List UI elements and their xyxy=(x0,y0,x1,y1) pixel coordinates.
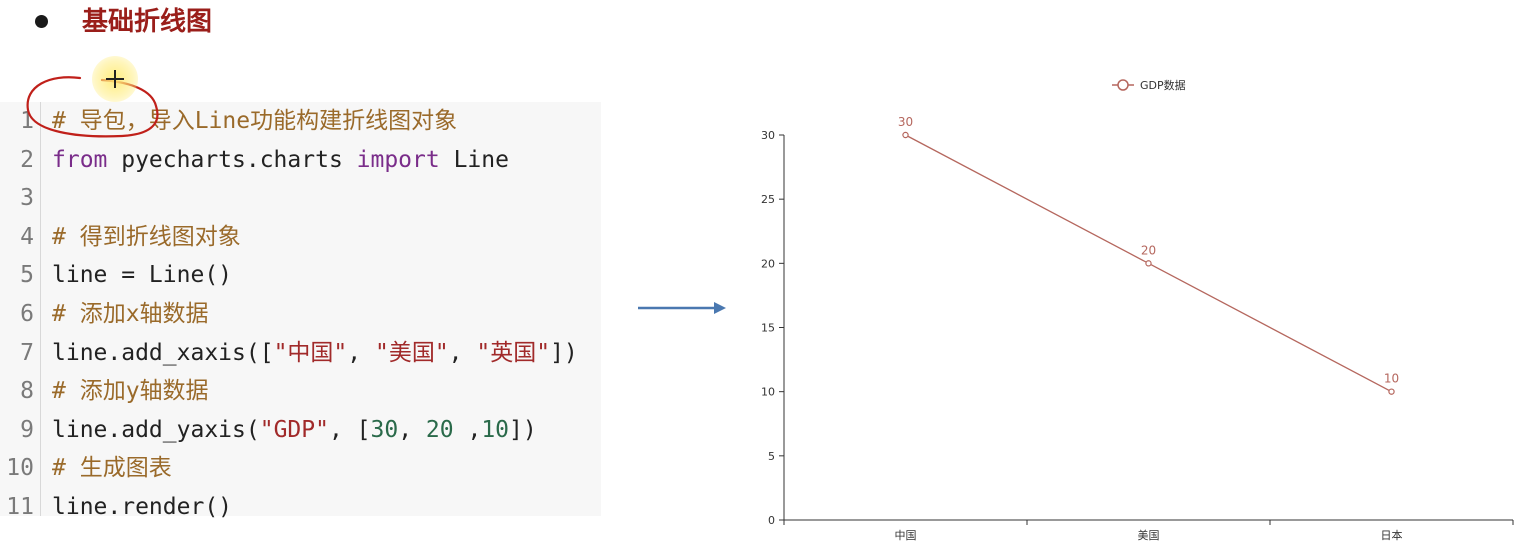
line-number-gutter xyxy=(40,102,41,516)
code-text: line.add_xaxis(["中国", "美国", "英国"]) xyxy=(52,334,578,373)
code-token: "英国" xyxy=(476,339,551,366)
x-tick-label: 中国 xyxy=(895,529,917,542)
code-text: # 得到折线图对象 xyxy=(52,218,241,257)
y-tick-label: 10 xyxy=(761,386,775,399)
line-number: 2 xyxy=(20,146,34,173)
line-number: 5 xyxy=(20,262,34,289)
code-token: "中国" xyxy=(273,339,348,366)
line-chart: 0 5 10 15 20 25 30 中国 美国 日本 30 20 10 GDP数据 xyxy=(761,78,1514,542)
code-text: line.render() xyxy=(52,488,232,527)
code-token: line.add_yaxis( xyxy=(52,416,260,443)
code-token: line.add_xaxis([ xyxy=(52,339,274,366)
code-token: # 导包，导入Line功能构建折线图对象 xyxy=(52,108,458,134)
code-token: # 生成图表 xyxy=(52,455,172,482)
code-token: ]) xyxy=(509,416,537,443)
code-token: line.render() xyxy=(52,494,233,520)
section-heading: 基础折线图 xyxy=(82,7,213,37)
legend-label: GDP数据 xyxy=(1140,78,1186,92)
code-token: # 得到折线图对象 xyxy=(52,223,241,250)
data-label: 20 xyxy=(1141,243,1156,257)
line-number: 6 xyxy=(20,301,34,327)
code-token: 20 xyxy=(425,416,454,443)
line-number: 11 xyxy=(6,494,34,520)
code-text: # 添加y轴数据 xyxy=(52,372,209,411)
code-token: from xyxy=(52,146,108,173)
code-token: , [ xyxy=(328,416,371,443)
y-tick-label: 20 xyxy=(761,257,775,270)
line-number: 9 xyxy=(20,416,34,443)
crosshair-cursor-icon xyxy=(106,70,124,88)
code-token: Line xyxy=(439,146,509,173)
code-text: line = Line() xyxy=(52,256,232,295)
code-token: , xyxy=(448,339,477,366)
y-tick-label: 15 xyxy=(761,322,775,335)
line-number: 3 xyxy=(20,185,34,212)
code-token: 30 xyxy=(370,416,399,443)
data-label: 30 xyxy=(898,115,913,129)
code-token: ]) xyxy=(550,339,578,366)
line-number: 7 xyxy=(20,339,34,366)
data-point xyxy=(1145,260,1152,267)
code-text: from pyecharts.charts import Line xyxy=(52,141,509,180)
code-token: , xyxy=(453,416,482,443)
code-text: line.add_yaxis("GDP", [30, 20 ,10]) xyxy=(52,411,537,450)
annotation-circle xyxy=(26,76,159,138)
code-text: # 导包，导入Line功能构建折线图对象 xyxy=(52,102,457,141)
data-point xyxy=(1388,388,1395,395)
x-tick-label: 美国 xyxy=(1138,529,1160,542)
data-label: 10 xyxy=(1384,372,1399,386)
y-tick-label: 0 xyxy=(768,514,775,527)
code-token: pyecharts.charts xyxy=(107,146,357,173)
line-number: 8 xyxy=(20,378,34,405)
line-number: 10 xyxy=(6,455,34,482)
code-token: import xyxy=(356,146,440,173)
code-token: # 添加x轴数据 xyxy=(52,301,209,327)
code-text: # 添加x轴数据 xyxy=(52,295,209,334)
line-number: 4 xyxy=(20,223,34,250)
data-point xyxy=(902,131,909,139)
code-token: # 添加y轴数据 xyxy=(52,378,209,405)
code-block[interactable]: 1 # 导包，导入Line功能构建折线图对象 2 from pyecharts.cha… xyxy=(0,102,601,520)
y-tick-label: 30 xyxy=(761,129,775,142)
code-token: "美国" xyxy=(374,339,449,366)
code-token: , xyxy=(347,339,375,366)
code-text: # 生成图表 xyxy=(52,449,172,488)
code-token: , xyxy=(398,416,426,443)
code-token: 10 xyxy=(481,416,510,443)
code-token: line = Line() xyxy=(52,262,233,289)
bullet-point xyxy=(35,15,48,28)
y-tick-label: 5 xyxy=(768,450,775,463)
right-arrow-icon xyxy=(638,302,726,314)
x-tick-label: 日本 xyxy=(1381,528,1403,542)
code-token: "GDP" xyxy=(259,416,329,443)
legend-marker xyxy=(1117,79,1129,91)
y-tick-label: 25 xyxy=(761,193,775,206)
